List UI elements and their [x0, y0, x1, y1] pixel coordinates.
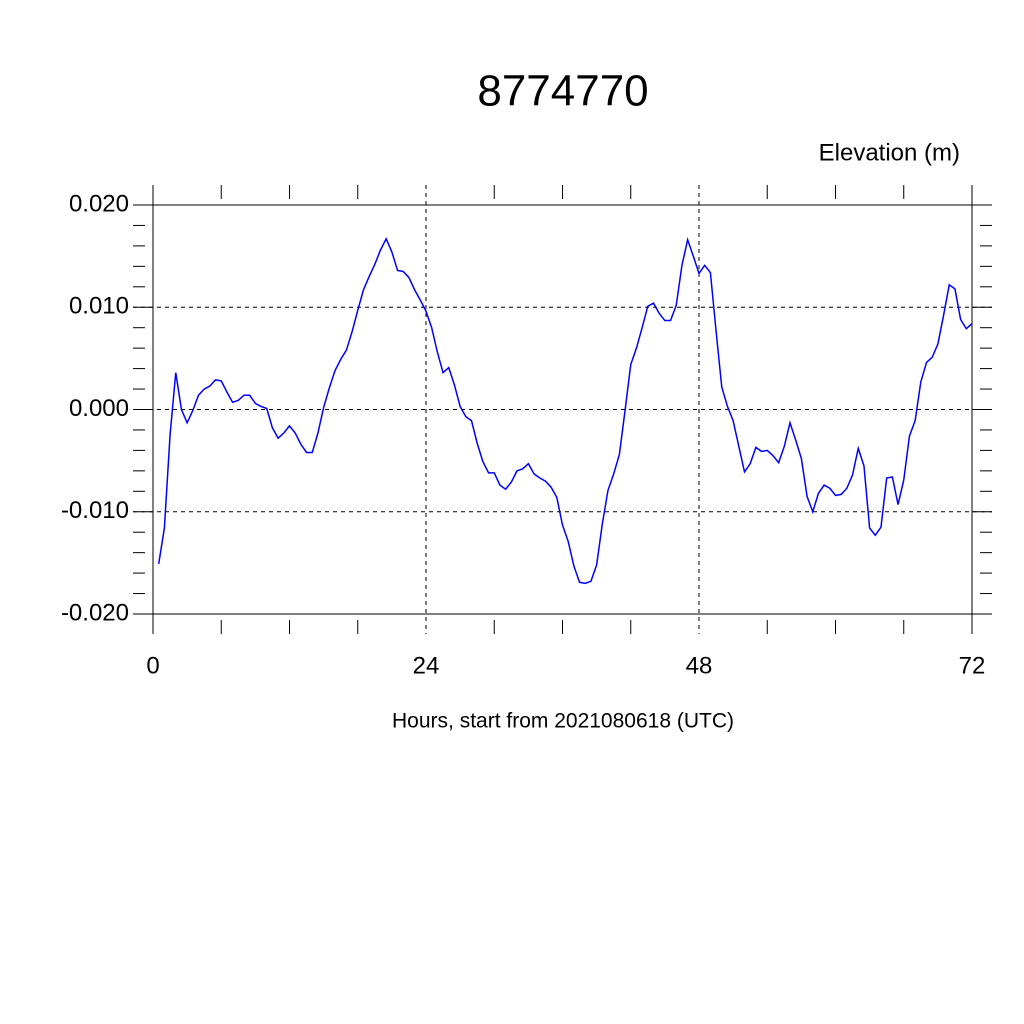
- chart-subtitle: Elevation (m): [819, 139, 960, 166]
- y-tick-label: 0.010: [69, 293, 129, 320]
- x-tick-label: 24: [413, 652, 440, 679]
- x-tick-label: 72: [959, 652, 986, 679]
- x-axis-label: Hours, start from 2021080618 (UTC): [392, 710, 734, 733]
- y-tick-label: 0.020: [69, 190, 129, 217]
- y-tick-label: -0.020: [61, 599, 129, 626]
- data-line: [157, 236, 973, 585]
- chart-title: 8774770: [477, 67, 648, 116]
- x-tick-label: 48: [686, 652, 713, 679]
- x-tick-label: 0: [146, 652, 159, 679]
- y-tick-label: 0.000: [69, 395, 129, 422]
- y-tick-label: -0.010: [61, 497, 129, 524]
